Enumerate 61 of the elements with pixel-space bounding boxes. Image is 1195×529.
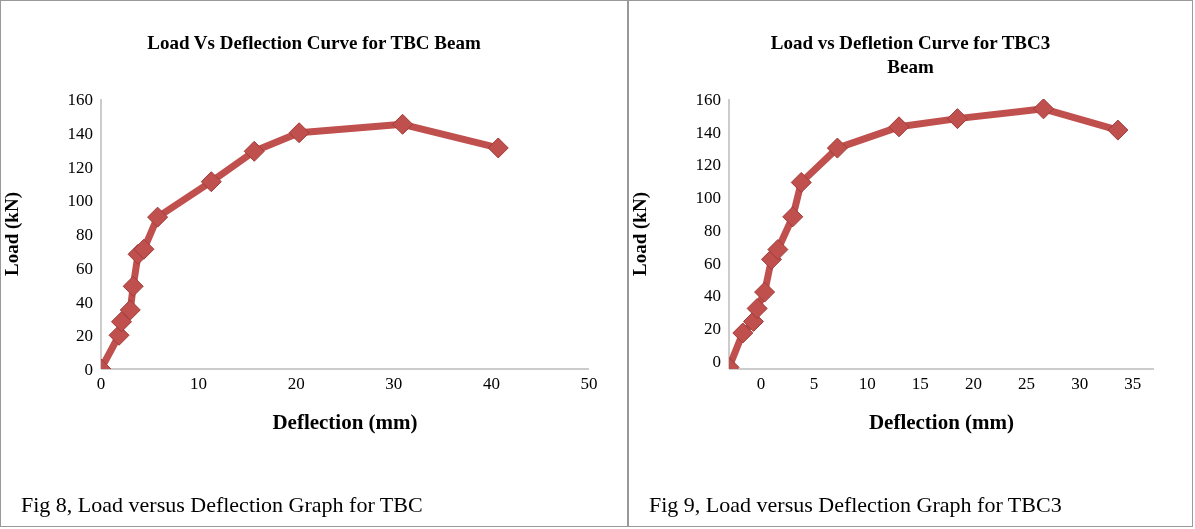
x-tick-label: 25: [1018, 374, 1035, 394]
y-tick-label: 80: [76, 225, 93, 245]
x-tick-label: 50: [580, 374, 598, 394]
point: [888, 116, 910, 138]
x-tick-label: 20: [964, 374, 982, 394]
point: [790, 171, 812, 193]
y-axis-title: Load (kN): [628, 192, 651, 276]
point: [243, 140, 265, 162]
x-axis-title: Deflection (mm): [868, 410, 1015, 434]
y-tick-label: 100: [67, 191, 93, 211]
y-tick-label: 20: [76, 326, 93, 346]
x-tick-label: 35: [1124, 374, 1142, 394]
point: [200, 171, 222, 193]
x-tick-label: 40: [482, 374, 500, 394]
y-tick-label: 120: [67, 157, 93, 177]
y-tick-label: 40: [76, 292, 93, 312]
x-tick-label: 10: [190, 374, 208, 394]
x-tick-label: 15: [911, 374, 929, 394]
y-tick-label: 140: [695, 122, 721, 142]
x-tick-label: 30: [1071, 374, 1089, 394]
y-tick-label: 40: [704, 286, 721, 306]
y-tick-label: 80: [704, 220, 721, 240]
point: [946, 108, 968, 130]
point: [111, 311, 132, 333]
y-tick-label: 160: [695, 90, 721, 110]
y-axis-title: Load (kN): [0, 192, 23, 276]
chart-title: Load vs Defletion Curve for TBC3 Beam: [769, 31, 1052, 79]
x-tick-label: 10: [858, 374, 876, 394]
point: [1033, 99, 1054, 120]
y-tick-label: 60: [76, 258, 93, 278]
y-tick-label: 20: [704, 319, 721, 339]
point: [782, 206, 804, 228]
point: [119, 299, 141, 321]
y-tick-label: 160: [67, 90, 93, 110]
x-tick-label: 0: [96, 374, 106, 394]
caption: Fig 8, Load versus Deflection Graph for TBC: [21, 492, 423, 518]
x-tick-label: 20: [287, 374, 305, 394]
point: [1107, 119, 1129, 141]
x-tick-label: 5: [809, 374, 819, 394]
point: [487, 137, 509, 159]
point: [754, 281, 776, 303]
y-tick-label: 0: [712, 351, 721, 371]
point: [122, 275, 144, 297]
x-tick-label: 0: [756, 374, 766, 394]
point: [746, 297, 768, 319]
x-tick-label: 30: [385, 374, 403, 394]
chart-title: Load Vs Deflection Curve for TBC Beam: [146, 31, 482, 55]
point: [147, 206, 169, 228]
point: [288, 122, 310, 144]
point: [732, 322, 754, 344]
x-axis-title: Deflection (mm): [272, 410, 418, 434]
y-tick-label: 0: [84, 360, 93, 380]
point: [133, 238, 155, 260]
point: [392, 113, 414, 135]
caption: Fig 9, Load versus Deflection Graph for TBC3: [649, 492, 1062, 518]
y-tick-label: 120: [695, 155, 721, 175]
y-tick-label: 140: [67, 123, 93, 143]
y-tick-label: 60: [704, 253, 721, 273]
y-tick-label: 100: [695, 188, 721, 208]
point: [767, 239, 789, 261]
point: [826, 137, 848, 159]
